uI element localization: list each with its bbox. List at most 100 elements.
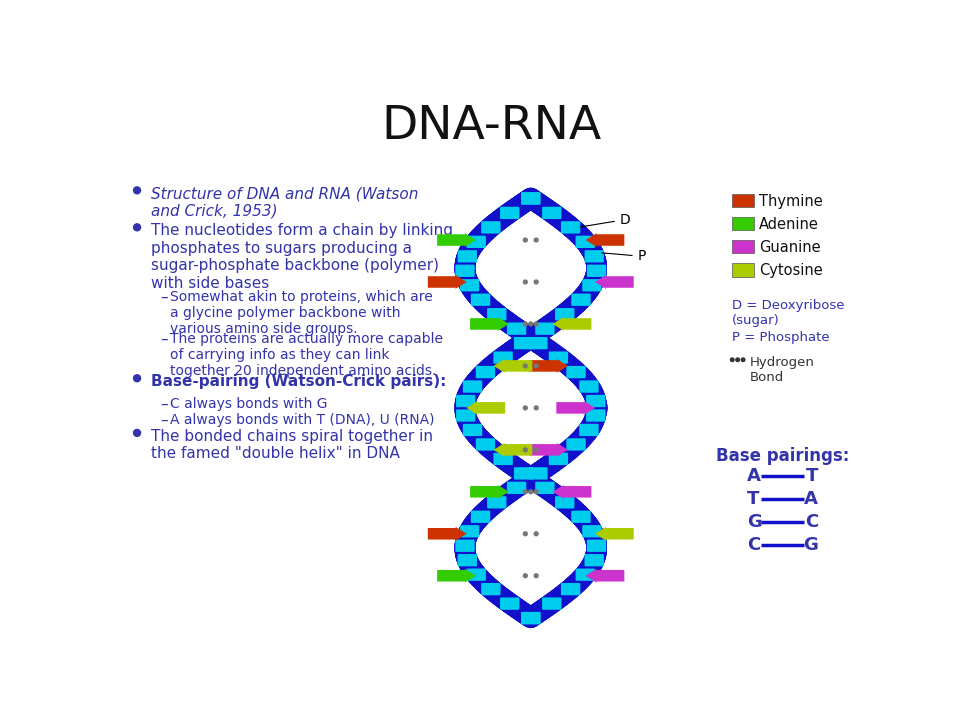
- FancyBboxPatch shape: [500, 598, 519, 610]
- FancyBboxPatch shape: [571, 510, 590, 523]
- FancyBboxPatch shape: [521, 192, 540, 204]
- Text: G: G: [804, 536, 818, 554]
- Circle shape: [534, 280, 539, 284]
- Circle shape: [523, 490, 527, 494]
- FancyBboxPatch shape: [587, 539, 606, 552]
- FancyBboxPatch shape: [586, 395, 606, 408]
- Circle shape: [133, 375, 140, 382]
- FancyBboxPatch shape: [732, 217, 754, 230]
- Circle shape: [534, 490, 539, 494]
- FancyBboxPatch shape: [566, 366, 586, 378]
- FancyBboxPatch shape: [507, 323, 526, 335]
- Text: –: –: [160, 397, 168, 412]
- FancyBboxPatch shape: [732, 240, 754, 253]
- Circle shape: [736, 358, 739, 361]
- FancyBboxPatch shape: [576, 569, 595, 581]
- Text: –: –: [160, 332, 168, 347]
- FancyArrow shape: [470, 317, 509, 331]
- Text: DNA-RNA: DNA-RNA: [382, 104, 602, 149]
- Circle shape: [534, 364, 539, 368]
- FancyBboxPatch shape: [458, 554, 477, 567]
- Text: G: G: [747, 513, 762, 531]
- Circle shape: [741, 358, 745, 361]
- Circle shape: [529, 322, 533, 326]
- FancyBboxPatch shape: [732, 264, 754, 276]
- Text: Structure of DNA and RNA (Watson
and Crick, 1953): Structure of DNA and RNA (Watson and Cri…: [151, 186, 419, 219]
- FancyBboxPatch shape: [455, 539, 474, 552]
- Text: –: –: [160, 289, 168, 305]
- Circle shape: [534, 322, 539, 326]
- Circle shape: [523, 448, 527, 451]
- FancyBboxPatch shape: [521, 612, 540, 624]
- Text: P: P: [602, 249, 646, 264]
- Circle shape: [534, 448, 539, 451]
- Text: Thymine: Thymine: [759, 194, 823, 209]
- FancyBboxPatch shape: [542, 598, 562, 610]
- Text: Adenine: Adenine: [759, 217, 819, 232]
- Text: A: A: [747, 467, 761, 485]
- Text: C: C: [805, 513, 818, 531]
- FancyBboxPatch shape: [732, 194, 754, 207]
- FancyBboxPatch shape: [456, 410, 475, 422]
- FancyBboxPatch shape: [458, 250, 477, 263]
- FancyArrow shape: [437, 233, 476, 248]
- FancyBboxPatch shape: [555, 496, 574, 508]
- FancyBboxPatch shape: [566, 438, 586, 451]
- FancyBboxPatch shape: [542, 207, 562, 219]
- Text: C: C: [747, 536, 760, 554]
- Circle shape: [534, 238, 539, 242]
- FancyArrow shape: [467, 400, 505, 415]
- FancyArrow shape: [470, 485, 509, 499]
- FancyBboxPatch shape: [467, 235, 486, 248]
- Text: The bonded chains spiral together in
the famed "double helix" in DNA: The bonded chains spiral together in the…: [151, 429, 433, 462]
- FancyBboxPatch shape: [576, 235, 595, 248]
- FancyArrow shape: [595, 274, 634, 289]
- FancyBboxPatch shape: [528, 337, 547, 349]
- Text: T: T: [747, 490, 759, 508]
- Text: Hydrogen
Bond: Hydrogen Bond: [750, 356, 814, 384]
- FancyBboxPatch shape: [583, 525, 602, 537]
- FancyBboxPatch shape: [467, 569, 486, 581]
- FancyArrow shape: [553, 485, 591, 499]
- FancyBboxPatch shape: [460, 525, 479, 537]
- FancyBboxPatch shape: [476, 366, 495, 378]
- FancyBboxPatch shape: [493, 453, 513, 465]
- FancyBboxPatch shape: [528, 467, 547, 480]
- FancyArrow shape: [595, 526, 634, 541]
- FancyBboxPatch shape: [481, 583, 500, 595]
- FancyBboxPatch shape: [585, 250, 604, 263]
- FancyArrow shape: [586, 568, 624, 583]
- Circle shape: [523, 574, 527, 577]
- Text: A: A: [804, 490, 818, 508]
- Circle shape: [523, 322, 527, 326]
- FancyBboxPatch shape: [536, 482, 555, 494]
- FancyBboxPatch shape: [507, 482, 526, 494]
- Text: Base-pairing (Watson-Crick pairs):: Base-pairing (Watson-Crick pairs):: [151, 374, 446, 390]
- Circle shape: [133, 224, 140, 231]
- Text: A always bonds with T (DNA), U (RNA): A always bonds with T (DNA), U (RNA): [170, 413, 435, 427]
- Circle shape: [523, 532, 527, 536]
- FancyArrow shape: [557, 400, 595, 415]
- FancyBboxPatch shape: [585, 554, 604, 567]
- Text: Somewhat akin to proteins, which are
a glycine polymer backbone with
various ami: Somewhat akin to proteins, which are a g…: [170, 289, 433, 336]
- Text: T: T: [805, 467, 818, 485]
- FancyBboxPatch shape: [481, 221, 500, 233]
- FancyBboxPatch shape: [487, 496, 507, 508]
- FancyBboxPatch shape: [521, 612, 540, 624]
- FancyBboxPatch shape: [470, 294, 491, 306]
- FancyArrow shape: [493, 359, 533, 373]
- FancyBboxPatch shape: [500, 207, 519, 219]
- FancyBboxPatch shape: [555, 308, 574, 320]
- Text: C always bonds with G: C always bonds with G: [170, 397, 328, 410]
- FancyBboxPatch shape: [487, 308, 507, 320]
- FancyArrow shape: [428, 274, 467, 289]
- Text: D: D: [580, 212, 631, 227]
- Circle shape: [731, 358, 734, 361]
- Circle shape: [534, 532, 539, 536]
- FancyBboxPatch shape: [514, 467, 534, 480]
- FancyArrow shape: [529, 443, 568, 457]
- FancyBboxPatch shape: [470, 510, 491, 523]
- FancyBboxPatch shape: [463, 424, 482, 436]
- Circle shape: [523, 406, 527, 410]
- FancyBboxPatch shape: [514, 337, 534, 349]
